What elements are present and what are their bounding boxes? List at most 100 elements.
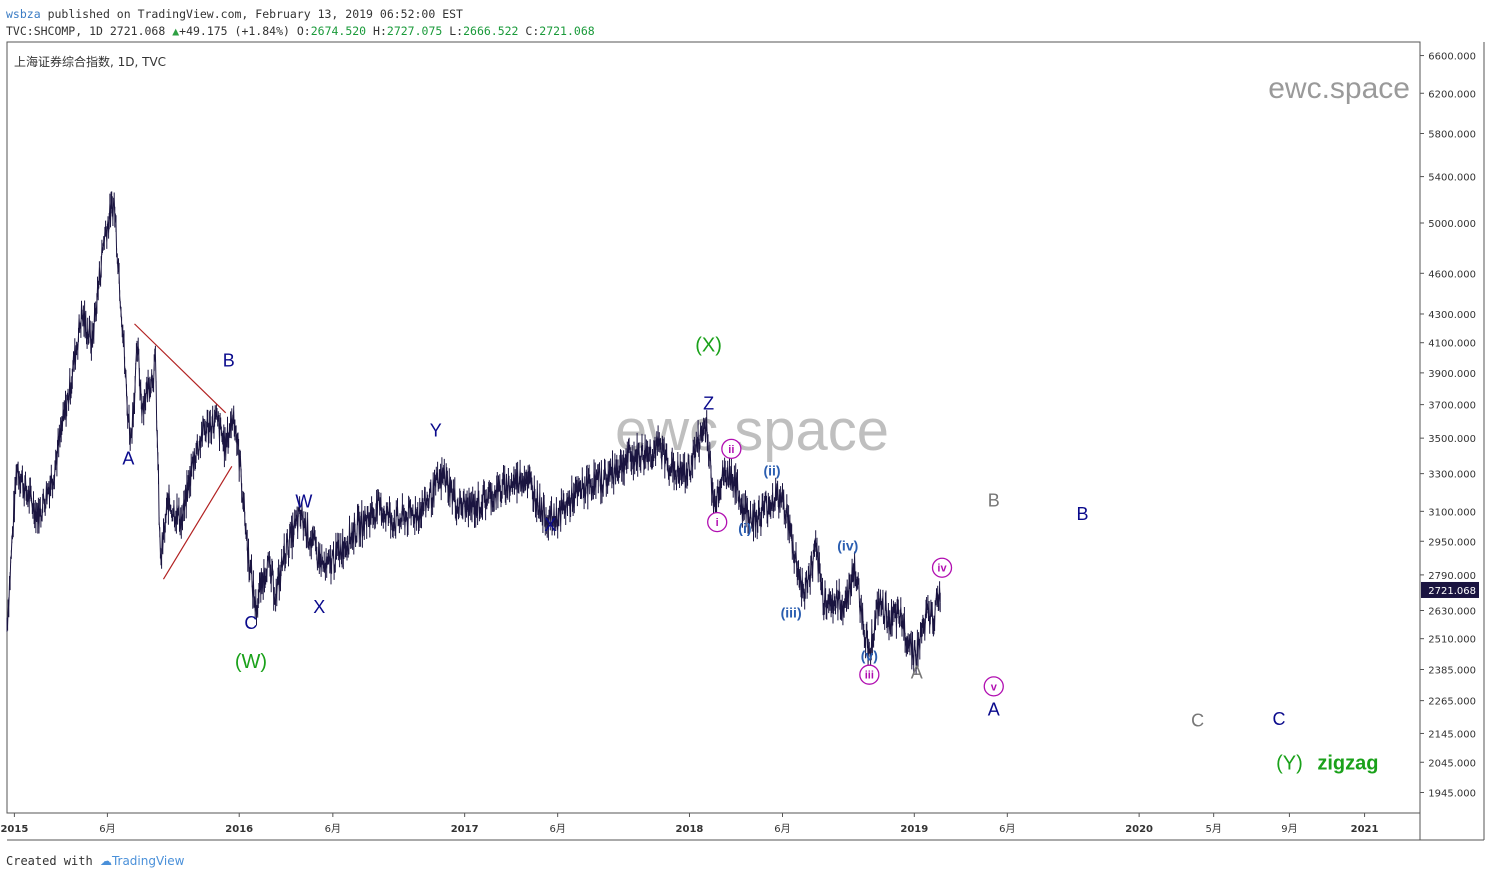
wave-label-21: v [991,681,998,693]
last-price-marker: 2721.068 [1421,581,1479,598]
wave-label-8: Z [703,394,714,414]
x-tick-label-4: 2017 [451,824,479,835]
wave-label-4: W [295,491,312,511]
wave-circle-11 [721,438,742,460]
ohlc-line: TVC:SHCOMP, 1D 2721.068 ▲+49.175 (+1.84%… [6,24,595,38]
last-price: 2721.068 [109,24,166,38]
x-tick-label-1: 6月 [99,823,115,835]
y-tick-label-21: 1945.000 [1428,788,1476,799]
triangle-lower-line [162,466,233,580]
y-tick-label-19: 2145.000 [1428,729,1476,740]
up-arrow-icon: ▲ [172,24,180,38]
price-series [6,191,941,675]
y-tick-label-15: 2630.000 [1428,607,1476,618]
wave-label-1: B [223,351,235,371]
wave-label-18: A [911,662,923,682]
wave-label-26: (Y) [1276,753,1303,775]
chart-title: 上海证券综合指数, 1D, TVC [14,54,166,69]
wave-label-24: C [1191,710,1204,730]
created-with-text: Created with [6,854,93,868]
price-bars [6,191,941,675]
x-tick-label-8: 2019 [900,824,928,835]
y-tick-label-8: 3900.000 [1428,369,1476,380]
y-tick-label-1: 6200.000 [1428,89,1476,100]
publish-line: wsbza published on TradingView.com, Febr… [6,7,463,21]
wave-label-15: (iv) [837,538,858,554]
wave-label-27: zigzag [1317,753,1378,775]
wave-label-9: (X) [695,335,722,357]
tradingview-brand[interactable]: TradingView [111,854,185,868]
y-tick-label-10: 3500.000 [1428,434,1476,445]
wave-circle-10 [707,511,728,533]
y-tick-label-16: 2510.000 [1428,635,1476,646]
y-tick-label-7: 4100.000 [1428,339,1476,350]
x-tick-label-11: 5月 [1205,823,1221,835]
x-tick-label-12: 9月 [1281,823,1297,835]
plot-area[interactable] [6,41,1421,814]
wave-label-14: (iii) [781,604,802,620]
wave-label-19: iv [937,563,947,575]
y-tick-label-9: 3700.000 [1428,401,1476,412]
y-tick-label-17: 2385.000 [1428,665,1476,676]
y-tick-label-2: 5800.000 [1428,129,1476,140]
wave-circle-21 [983,676,1004,697]
x-tick-label-6: 2018 [676,824,704,835]
close-value: 2721.068 [539,24,595,38]
x-tick-label-13: 2021 [1351,824,1379,835]
tradingview-logo-icon: ☁ [99,854,112,868]
y-tick-label-20: 2045.000 [1428,758,1476,769]
low-label: L: [449,24,464,38]
wave-label-20: B [988,490,1000,510]
open-value: 2674.520 [310,24,367,38]
high-value: 2727.075 [386,24,443,38]
wave-label-16: (v) [861,648,878,664]
triangle-pattern [134,323,233,580]
wave-label-2: C [244,613,257,633]
wave-label-22: A [988,699,1000,719]
wave-label-7: X [544,515,556,535]
wave-circle-19 [931,557,953,578]
wave-label-5: X [313,597,325,617]
close-label: C: [525,24,540,38]
wave-label-12: (i) [738,520,751,536]
author-link[interactable]: wsbza [6,7,41,21]
price-axis[interactable]: 6600.000 6200.000 5800.000 5400.000 5000.000… [1420,52,1476,800]
y-tick-label-12: 3100.000 [1428,507,1476,518]
y-tick-label-4: 5000.000 [1428,219,1476,230]
last-price-tag [1421,581,1479,598]
x-tick-label-5: 6月 [549,823,565,835]
y-tick-label-3: 5400.000 [1428,173,1476,184]
price-change: +49.175 (+1.84%) [179,24,290,38]
y-tick-label-18: 2265.000 [1428,697,1476,708]
y-tick-label-6: 4300.000 [1428,310,1476,321]
footer: Created with ☁TradingView [6,854,184,868]
wave-label-6: Y [430,420,442,440]
y-tick-label-5: 4600.000 [1428,269,1476,280]
y-tick-label-14: 2790.000 [1428,571,1476,582]
wave-label-13: (ii) [763,462,780,478]
wave-label-25: C [1272,709,1285,729]
x-tick-label-2: 2016 [225,824,253,835]
x-tick-label-3: 6月 [325,823,341,835]
wave-circle-17 [859,664,880,685]
x-tick-label-0: 2015 [0,824,28,835]
y-tick-label-13: 2950.000 [1428,537,1476,548]
wave-label-0: A [122,449,134,469]
x-tick-label-10: 2020 [1125,824,1153,835]
y-tick-label-0: 6600.000 [1428,52,1476,63]
wave-label-10: i [716,517,719,529]
open-label: O: [296,24,311,38]
x-tick-label-9: 6月 [999,823,1015,835]
x-tick-label-7: 6月 [774,823,790,835]
y-tick-label-11: 3300.000 [1428,470,1476,481]
triangle-upper-line [134,323,227,414]
wave-label-17: iii [865,670,874,682]
time-axis[interactable]: 2015 6月 2016 6月 2017 6月 2018 6月 2019 6月 2020 5月 9月 20… [0,813,1379,835]
last-price-label: 2721.068 [1428,586,1476,597]
wave-label-23: B [1076,504,1088,524]
symbol-label: TVC:SHCOMP, 1D [6,24,103,38]
wave-label-11: ii [728,444,734,456]
high-label: H: [373,24,387,38]
